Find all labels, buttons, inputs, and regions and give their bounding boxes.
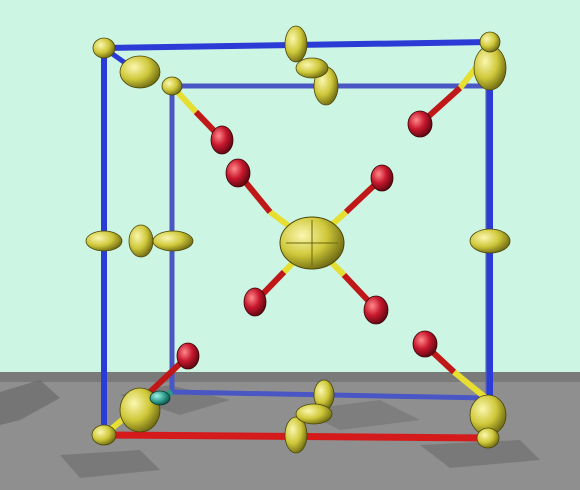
atom-yellow bbox=[152, 230, 194, 252]
atom-yellow-small bbox=[161, 76, 183, 96]
atom-yellow-large bbox=[473, 45, 507, 91]
atom-red bbox=[370, 164, 394, 192]
atom-red bbox=[210, 125, 234, 155]
atom-red bbox=[176, 342, 200, 370]
atom-yellow-large bbox=[119, 55, 161, 89]
atom-yellow bbox=[284, 25, 308, 63]
bond-yellow bbox=[452, 369, 488, 401]
atom-red bbox=[225, 158, 251, 188]
atom-yellow bbox=[284, 416, 308, 454]
atom-yellow bbox=[469, 228, 511, 254]
corner-red-atoms bbox=[176, 110, 438, 370]
floor-shadow bbox=[60, 450, 160, 478]
floor-shadow bbox=[420, 440, 540, 468]
floor-shadow bbox=[0, 380, 60, 425]
floor-top-edge bbox=[0, 372, 580, 382]
atom-yellow-small bbox=[92, 37, 116, 59]
atom-yellow bbox=[128, 224, 154, 258]
atom-yellow-small bbox=[476, 427, 500, 449]
atom-teal bbox=[149, 390, 171, 406]
atom-yellow bbox=[85, 230, 123, 252]
back-edge-atoms bbox=[128, 57, 339, 258]
front-edge-atoms bbox=[85, 25, 511, 454]
atom-yellow-small bbox=[479, 31, 501, 53]
atom-red bbox=[407, 110, 433, 138]
atom-red bbox=[243, 287, 267, 317]
corner-atoms bbox=[91, 31, 507, 449]
central-unit-atoms bbox=[225, 158, 394, 325]
atom-yellow-small bbox=[91, 424, 117, 446]
atom-yellow bbox=[295, 403, 333, 425]
atom-yellow bbox=[295, 57, 329, 79]
atom-red bbox=[412, 330, 438, 358]
atom-red bbox=[363, 295, 389, 325]
